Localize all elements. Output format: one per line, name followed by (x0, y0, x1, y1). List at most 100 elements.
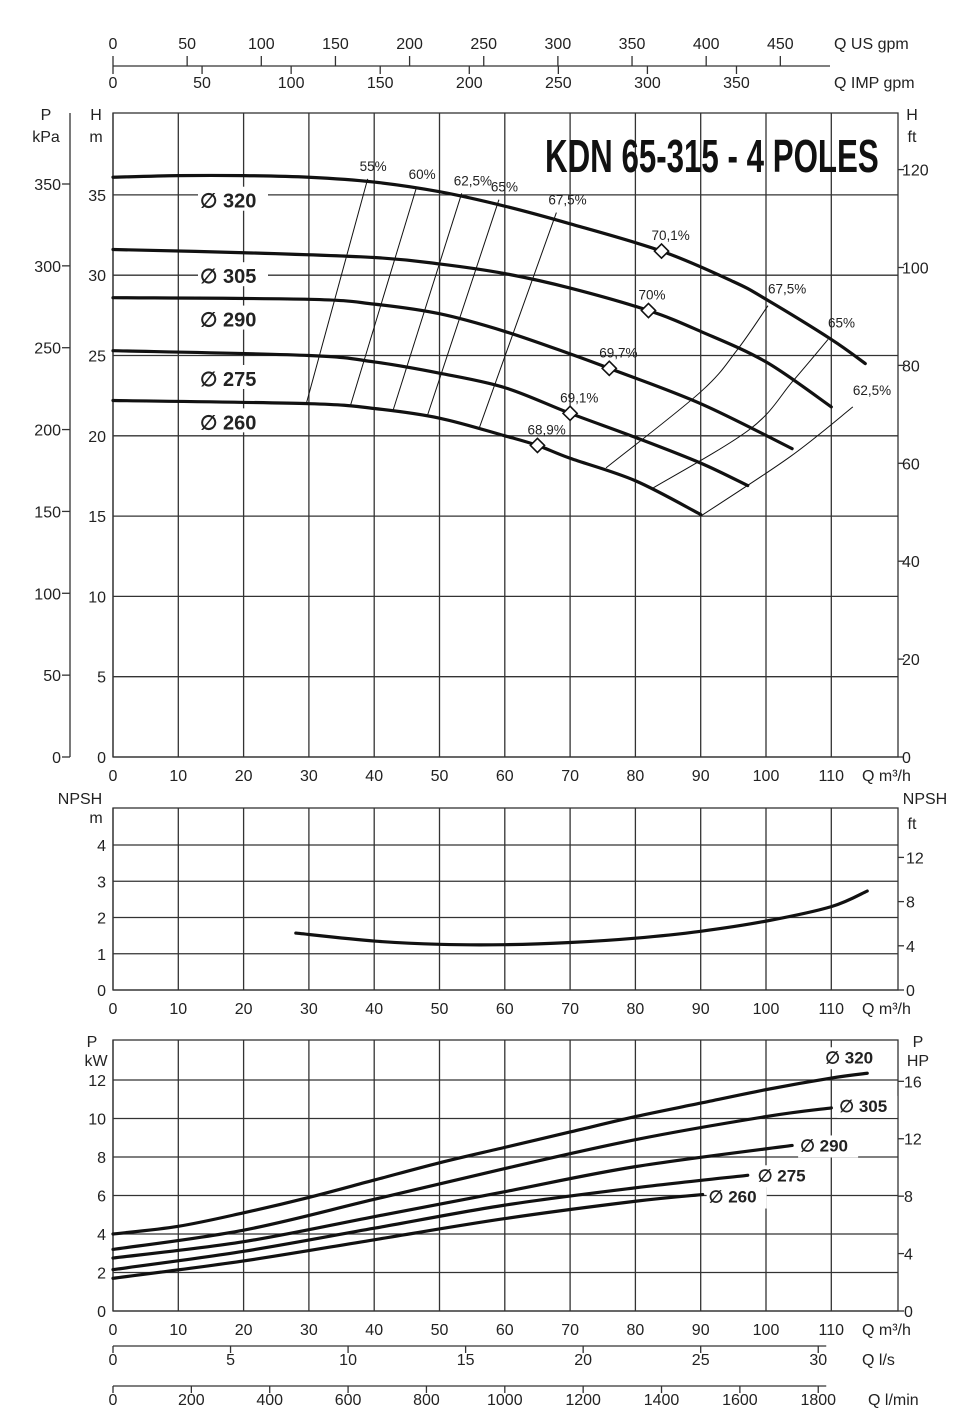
power-label-bg (755, 1165, 816, 1188)
npsh-x-tick-label: 40 (365, 1001, 383, 1018)
us-gpm-tick-label: 400 (693, 36, 720, 53)
head-ft-axis-label: H (906, 107, 918, 124)
imp-gpm-tick-label: 0 (109, 75, 118, 92)
ls-tick-label: 10 (339, 1352, 357, 1369)
efficiency-label: 62,5% (454, 173, 492, 188)
power-hp-tick-label: 4 (904, 1247, 913, 1264)
power-curve (111, 1143, 794, 1260)
lmin-tick-label: 400 (256, 1392, 283, 1409)
bep-marker (601, 360, 618, 377)
head-x-tick-label: 0 (109, 768, 118, 785)
power-label-bg (706, 1186, 767, 1209)
pressure-tick-label: 300 (34, 259, 61, 276)
pressure-tick-label: 0 (52, 750, 61, 767)
npsh-axis-unit: m (89, 810, 102, 827)
head-y-tick-label: 25 (88, 349, 106, 366)
ls-tick-label: 20 (574, 1352, 592, 1369)
imp-gpm-tick-label: 100 (278, 75, 305, 92)
head-y-axis-unit: m (89, 129, 102, 146)
us-gpm-tick-label: 100 (248, 36, 275, 53)
head-ft-axis-unit: ft (908, 129, 917, 146)
npsh-y-tick-label: 4 (97, 838, 106, 855)
head-curve-diameter-label: ∅ 260 (200, 412, 256, 434)
head-curve (111, 173, 867, 366)
imp-gpm-tick-label: 350 (723, 75, 750, 92)
power-label-bg (798, 1135, 859, 1158)
npsh-axis-label: NPSH (58, 791, 102, 808)
us-gpm-tick-label: 350 (619, 36, 646, 53)
efficiency-label: 65% (828, 315, 855, 330)
head-curve-diameter-label: ∅ 290 (200, 310, 256, 332)
head-x-tick-label: 60 (496, 768, 514, 785)
head-x-tick-label: 70 (561, 768, 579, 785)
npsh-x-tick-label: 100 (753, 1001, 780, 1018)
lmin-tick-label: 600 (335, 1392, 362, 1409)
power-hp-tick-label: 16 (904, 1074, 922, 1091)
head-curve (111, 296, 794, 451)
head-ft-tick-label: 120 (902, 163, 929, 180)
ls-tick-label: 15 (457, 1352, 475, 1369)
head-ft-tick-label: 100 (902, 260, 929, 277)
npsh-plot-frame (112, 807, 899, 991)
head-y-tick-label: 0 (97, 750, 106, 767)
power-y-tick-label: 0 (97, 1304, 106, 1321)
imp-gpm-axis-label: Q IMP gpm (834, 75, 915, 92)
head-x-tick-label: 30 (300, 768, 318, 785)
imp-gpm-tick-label: 50 (193, 75, 211, 92)
power-hp-tick-label: 12 (904, 1132, 922, 1149)
ls-tick-label: 30 (809, 1352, 827, 1369)
lmin-tick-label: 800 (413, 1392, 440, 1409)
power-x-tick-label: 90 (692, 1322, 710, 1339)
head-curve (111, 247, 833, 409)
lmin-axis-label: Q l/min (868, 1392, 919, 1409)
efficiency-line (349, 186, 418, 408)
pressure-tick-label: 100 (34, 586, 61, 603)
head-ft-tick-label: 0 (902, 750, 911, 767)
power-axis-unit: kW (84, 1053, 108, 1070)
efficiency-line (305, 178, 369, 404)
efficiency-line (700, 406, 854, 517)
power-y-tick-label: 8 (97, 1150, 106, 1167)
power-hp-axis-label: P (913, 1034, 924, 1051)
bep-efficiency-label: 70,1% (652, 228, 690, 243)
power-curve-diameter-label: ∅ 305 (839, 1097, 887, 1116)
power-x-tick-label: 80 (627, 1322, 645, 1339)
us-gpm-tick-label: 50 (178, 36, 196, 53)
head-x-tick-label: 100 (753, 768, 780, 785)
power-x-tick-label: 10 (169, 1322, 187, 1339)
power-hp-axis-unit: HP (907, 1053, 929, 1070)
efficiency-label: 65% (491, 180, 518, 195)
npsh-x-tick-label: 110 (819, 1001, 845, 1018)
head-y-tick-label: 35 (88, 188, 106, 205)
pressure-tick-label: 350 (34, 177, 61, 194)
imp-gpm-tick-label: 300 (634, 75, 661, 92)
bep-marker (653, 242, 670, 260)
us-gpm-tick-label: 450 (767, 36, 794, 53)
head-ft-tick-label: 40 (902, 554, 920, 571)
bep-efficiency-label: 69,1% (560, 390, 598, 405)
bep-efficiency-label: 68,9% (527, 422, 565, 437)
diameter-label-bg (198, 305, 268, 330)
power-hp-tick-label: 0 (904, 1304, 913, 1321)
pressure-tick-label: 200 (34, 423, 61, 440)
pressure-tick-label: 250 (34, 341, 61, 358)
efficiency-label: 60% (409, 167, 436, 182)
ls-axis-label: Q l/s (862, 1352, 895, 1369)
efficiency-line (478, 212, 557, 428)
head-x-tick-label: 50 (431, 768, 449, 785)
us-gpm-tick-label: 150 (322, 36, 349, 53)
lmin-tick-label: 1400 (644, 1392, 680, 1409)
npsh-x-tick-label: 90 (692, 1001, 710, 1018)
npsh-ft-axis-label: NPSH (903, 791, 947, 808)
head-curve-diameter-label: ∅ 275 (200, 369, 256, 391)
us-gpm-tick-label: 0 (109, 36, 118, 53)
npsh-y-tick-label: 0 (97, 983, 106, 1000)
head-y-tick-label: 10 (88, 589, 106, 606)
efficiency-line (605, 305, 769, 469)
us-gpm-axis-label: Q US gpm (834, 36, 909, 53)
head-ft-tick-label: 20 (902, 652, 920, 669)
npsh-x-tick-label: 30 (300, 1001, 318, 1018)
head-curve-diameter-label: ∅ 320 (200, 191, 256, 213)
ls-tick-label: 25 (692, 1352, 710, 1369)
npsh-x-axis-label: Q m³/h (862, 1001, 911, 1018)
